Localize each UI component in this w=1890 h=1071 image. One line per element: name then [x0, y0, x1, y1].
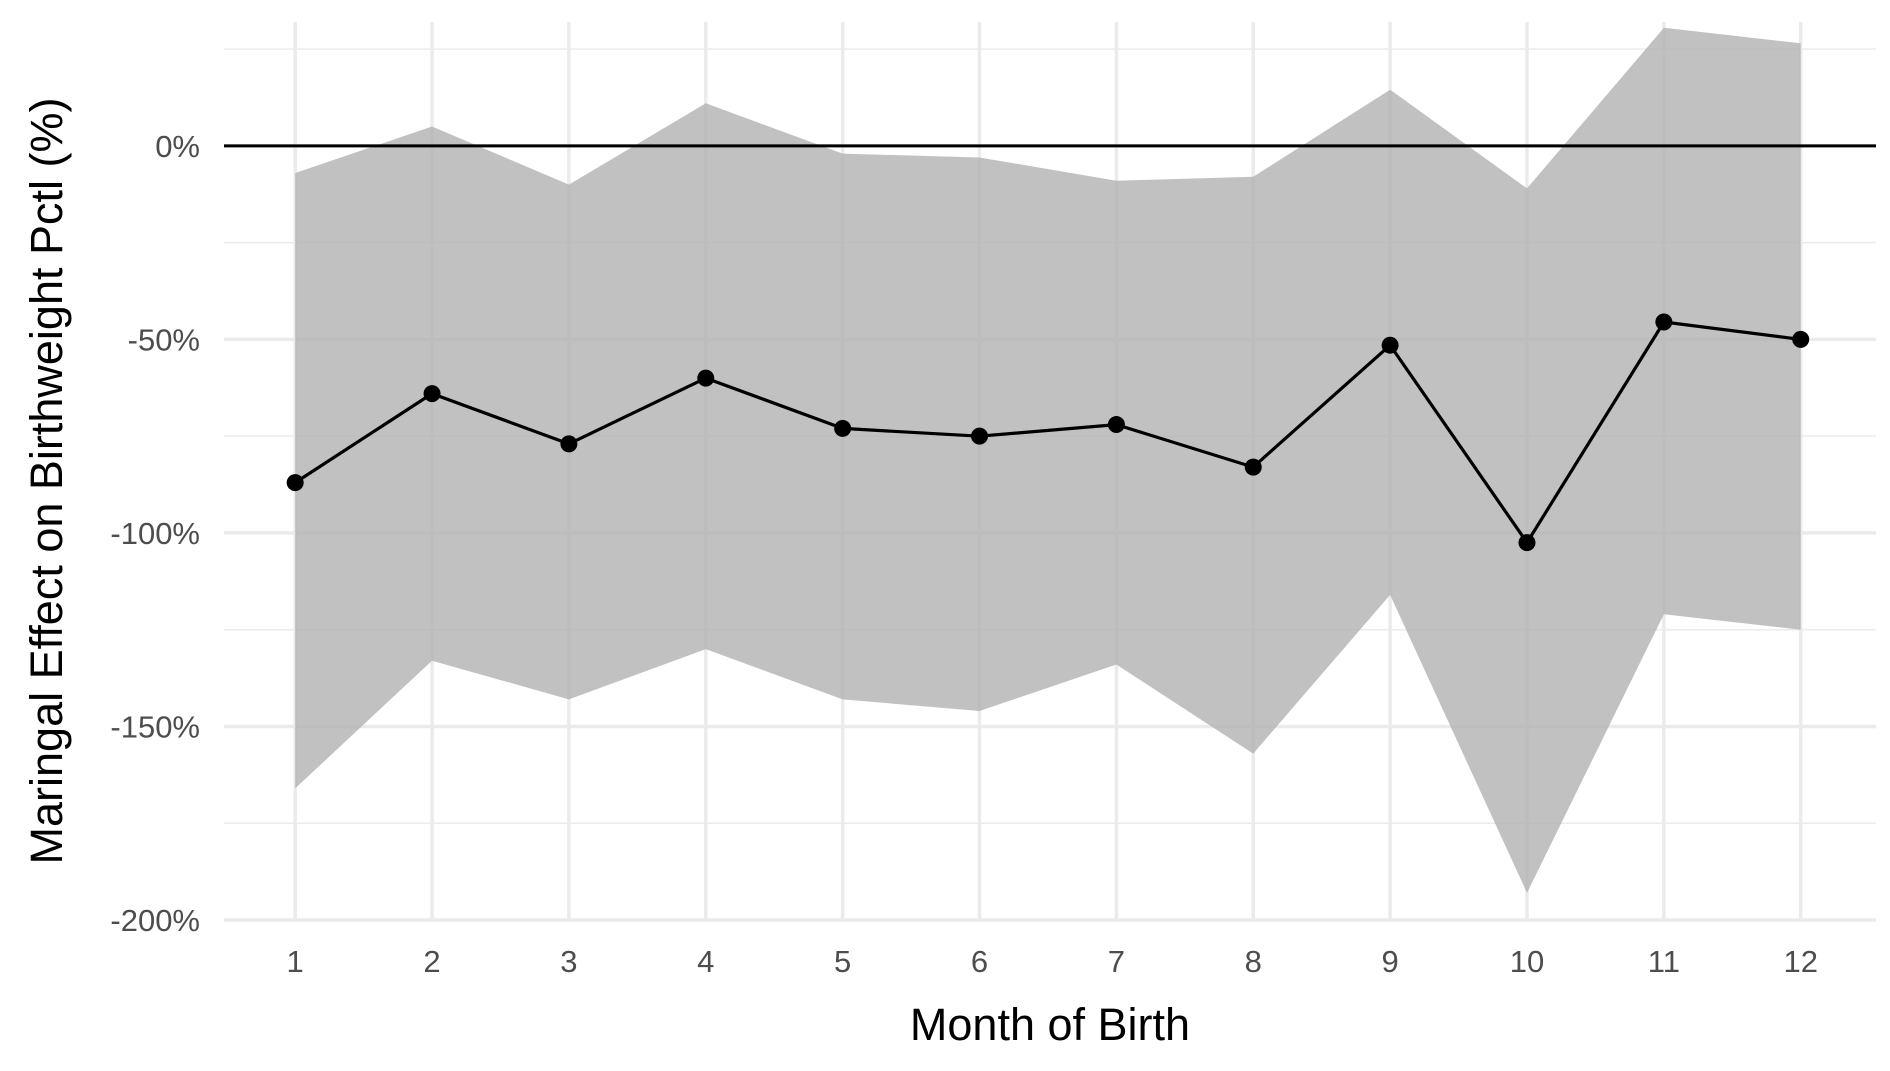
- data-point: [560, 435, 578, 453]
- y-tick-label: -100%: [110, 516, 200, 551]
- y-tick-label: -200%: [110, 903, 200, 938]
- y-axis-tick-labels: 0% -50% -100% -150% -200%: [110, 129, 200, 938]
- confidence-ribbon: [295, 27, 1801, 893]
- x-axis-title: Month of Birth: [910, 999, 1190, 1050]
- x-tick-label: 7: [1108, 944, 1125, 979]
- x-axis-tick-labels: 1 2 3 4 5 6 7 8 9 10 11 12: [287, 944, 1818, 979]
- data-point: [834, 419, 852, 437]
- y-tick-label: 0%: [155, 129, 200, 164]
- x-tick-label: 2: [423, 944, 440, 979]
- data-point: [286, 474, 304, 492]
- data-point: [1792, 330, 1810, 348]
- y-tick-label: -50%: [128, 322, 200, 357]
- series-line: [294, 320, 1801, 545]
- x-tick-label: 6: [971, 944, 988, 979]
- data-point: [971, 427, 989, 445]
- y-axis-title: Maringal Effect on Birthweight Pctl (%): [21, 98, 72, 865]
- series-layer: [286, 313, 1810, 552]
- x-tick-label: 8: [1245, 944, 1262, 979]
- data-point: [1655, 313, 1673, 331]
- x-tick-label: 11: [1648, 944, 1680, 979]
- x-tick-label: 4: [697, 944, 714, 979]
- data-point: [423, 385, 441, 403]
- data-point: [1244, 458, 1262, 476]
- data-point: [1107, 416, 1125, 434]
- x-tick-label: 12: [1783, 944, 1817, 979]
- confidence-ribbon-layer: [295, 27, 1801, 893]
- x-tick-label: 10: [1510, 944, 1544, 979]
- data-point: [697, 369, 715, 387]
- x-tick-label: 9: [1381, 944, 1398, 979]
- x-tick-label: 1: [287, 944, 304, 979]
- x-tick-label: 3: [560, 944, 577, 979]
- y-tick-label: -150%: [110, 709, 200, 744]
- data-point: [1381, 336, 1399, 354]
- data-point: [1518, 534, 1536, 552]
- x-tick-label: 5: [834, 944, 851, 979]
